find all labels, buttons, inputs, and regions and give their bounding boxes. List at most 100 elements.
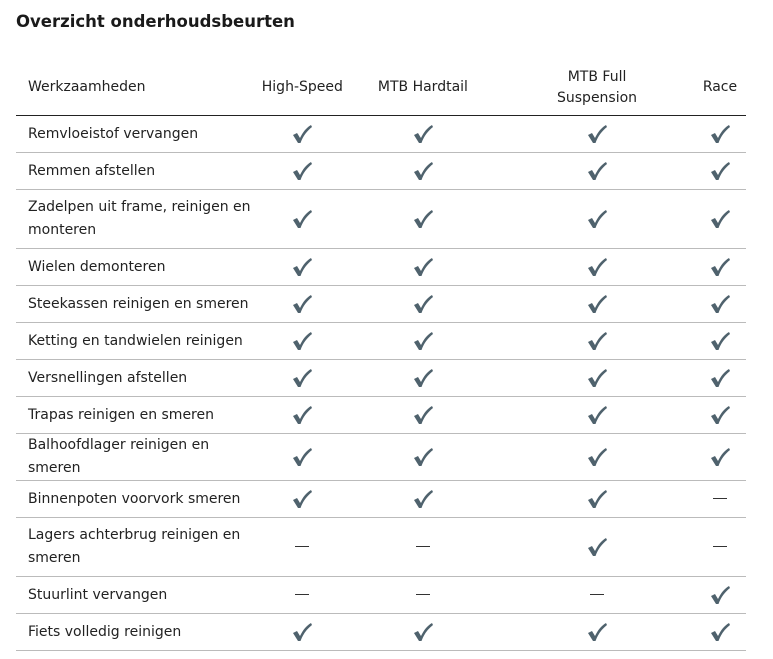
status-cell <box>345 322 501 360</box>
dash-icon <box>415 593 430 596</box>
status-cell <box>345 613 501 651</box>
checkmark-icon <box>413 331 433 350</box>
status-cell <box>258 285 346 323</box>
table-row: Balhoofdlager reinigen en smeren <box>16 433 746 481</box>
status-cell <box>693 433 746 481</box>
dash-icon <box>295 545 310 548</box>
status-cell <box>693 480 746 518</box>
checkmark-icon <box>710 331 730 350</box>
status-cell <box>500 285 694 323</box>
checkmark-icon <box>413 368 433 387</box>
checkmark-icon <box>710 447 730 466</box>
checkmark-icon <box>588 331 608 350</box>
checkmark-icon <box>413 622 433 641</box>
status-cell <box>258 248 346 286</box>
dash-icon <box>712 545 727 548</box>
table-row: Stuurlint vervangen <box>16 576 746 614</box>
checkmark-icon <box>710 405 730 424</box>
status-cell <box>345 433 501 481</box>
status-cell <box>345 396 501 434</box>
task-label: Wielen demonteren <box>16 248 259 286</box>
table-row: Ketting en tandwielen reinigen <box>16 322 746 360</box>
checkmark-icon <box>413 294 433 313</box>
status-cell <box>258 189 346 249</box>
checkmark-icon <box>710 257 730 276</box>
task-label: Zadelpen uit frame, reinigen en monteren <box>16 189 259 249</box>
checkmark-icon <box>293 209 313 228</box>
dash-icon <box>295 593 310 596</box>
column-header-task: Werkzaamheden <box>16 60 259 116</box>
checkmark-icon <box>293 161 313 180</box>
checkmark-icon <box>293 294 313 313</box>
status-cell <box>500 152 694 190</box>
status-cell <box>345 189 501 249</box>
status-cell <box>500 480 694 518</box>
task-label: Remmen afstellen <box>16 152 259 190</box>
checkmark-icon <box>293 124 313 143</box>
checkmark-icon <box>710 622 730 641</box>
maintenance-table: Werkzaamheden High-Speed MTB Hardtail MT… <box>16 60 746 651</box>
task-label: Lagers achterbrug reinigen en smeren <box>16 517 259 577</box>
checkmark-icon <box>413 405 433 424</box>
table-row: Wielen demonteren <box>16 248 746 286</box>
checkmark-icon <box>588 294 608 313</box>
status-cell <box>258 433 346 481</box>
checkmark-icon <box>293 622 313 641</box>
checkmark-icon <box>588 161 608 180</box>
checkmark-icon <box>588 447 608 466</box>
task-label: Balhoofdlager reinigen en smeren <box>16 433 259 481</box>
checkmark-icon <box>293 405 313 424</box>
checkmark-icon <box>413 124 433 143</box>
status-cell <box>258 517 346 577</box>
status-cell <box>693 115 746 153</box>
checkmark-icon <box>710 294 730 313</box>
checkmark-icon <box>413 489 433 508</box>
checkmark-icon <box>588 257 608 276</box>
checkmark-icon <box>710 368 730 387</box>
status-cell <box>693 613 746 651</box>
status-cell <box>500 517 694 577</box>
checkmark-icon <box>588 622 608 641</box>
task-label: Trapas reinigen en smeren <box>16 396 259 434</box>
status-cell <box>693 359 746 397</box>
task-label: Fiets volledig reinigen <box>16 613 259 651</box>
checkmark-icon <box>413 447 433 466</box>
checkmark-icon <box>413 257 433 276</box>
table-row: Zadelpen uit frame, reinigen en monteren <box>16 189 746 249</box>
checkmark-icon <box>293 368 313 387</box>
status-cell <box>693 576 746 614</box>
checkmark-icon <box>293 331 313 350</box>
status-cell <box>500 248 694 286</box>
task-label: Ketting en tandwielen reinigen <box>16 322 259 360</box>
table-row: Lagers achterbrug reinigen en smeren <box>16 517 746 577</box>
status-cell <box>345 359 501 397</box>
status-cell <box>693 517 746 577</box>
table-row: Steekassen reinigen en smeren <box>16 285 746 323</box>
status-cell <box>693 322 746 360</box>
checkmark-icon <box>710 585 730 604</box>
status-cell <box>258 322 346 360</box>
status-cell <box>500 115 694 153</box>
task-label: Stuurlint vervangen <box>16 576 259 614</box>
task-label: Steekassen reinigen en smeren <box>16 285 259 323</box>
status-cell <box>258 613 346 651</box>
column-header-mtb-full-suspension: MTB Full Suspension <box>500 60 694 116</box>
status-cell <box>345 480 501 518</box>
status-cell <box>258 396 346 434</box>
checkmark-icon <box>293 257 313 276</box>
task-label: Remvloeistof vervangen <box>16 115 259 153</box>
checkmark-icon <box>588 368 608 387</box>
status-cell <box>258 480 346 518</box>
checkmark-icon <box>588 537 608 556</box>
status-cell <box>258 152 346 190</box>
status-cell <box>345 248 501 286</box>
checkmark-icon <box>588 405 608 424</box>
status-cell <box>345 576 501 614</box>
status-cell <box>500 613 694 651</box>
status-cell <box>258 359 346 397</box>
status-cell <box>500 433 694 481</box>
column-header-mtb-hardtail: MTB Hardtail <box>345 60 501 116</box>
status-cell <box>258 115 346 153</box>
status-cell <box>693 396 746 434</box>
status-cell <box>345 152 501 190</box>
